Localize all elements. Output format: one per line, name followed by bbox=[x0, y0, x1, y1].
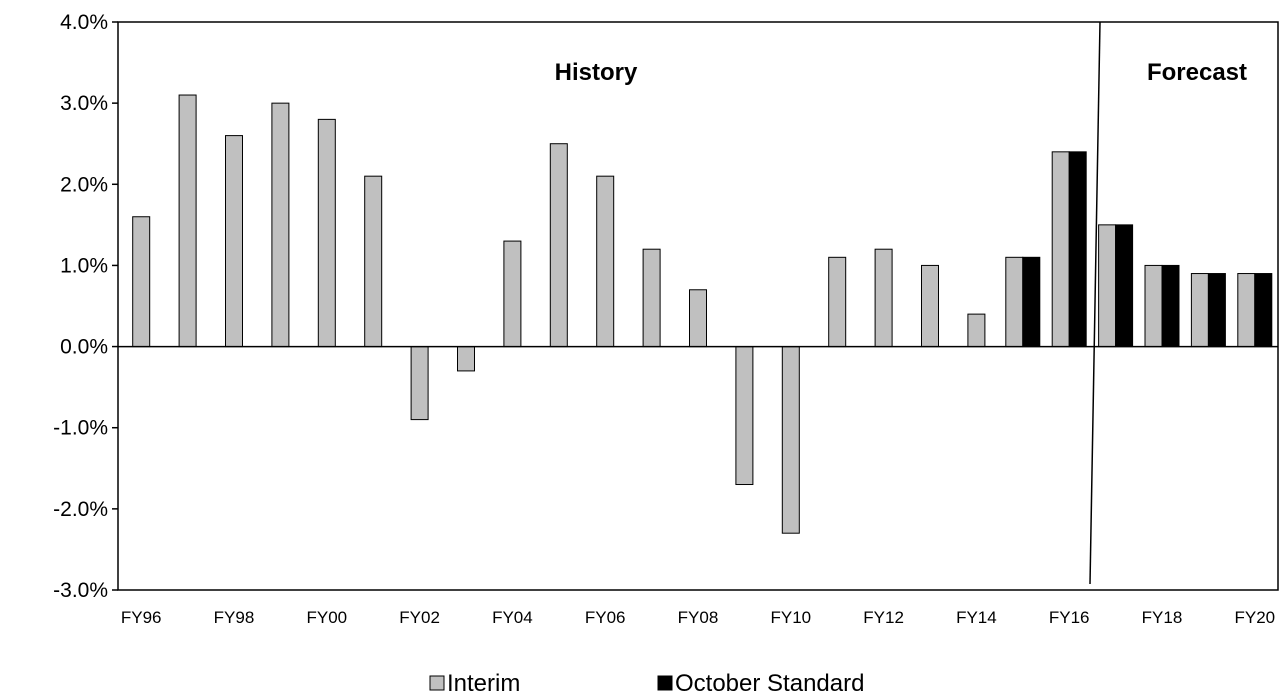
bar-interim-fy04 bbox=[503, 240, 522, 348]
bar-interim-fy10 bbox=[781, 346, 800, 534]
bar-interim-fy18 bbox=[1144, 264, 1163, 348]
bar-interim-fy02 bbox=[410, 346, 429, 421]
bar-october-standard-fy18 bbox=[1161, 264, 1180, 348]
bar-interim-fy96 bbox=[132, 216, 151, 348]
y-tick-label: 1.0% bbox=[60, 254, 108, 277]
bars-group bbox=[118, 94, 1278, 534]
history-forecast-divider bbox=[1089, 21, 1101, 585]
y-tick-label: -2.0% bbox=[53, 498, 108, 521]
x-tick-label: FY16 bbox=[1049, 608, 1090, 627]
bar-interim-fy12 bbox=[874, 248, 893, 348]
x-tick-label: FY12 bbox=[863, 608, 904, 627]
bar-interim-fy98 bbox=[225, 135, 243, 348]
bar-october-standard-fy16 bbox=[1068, 151, 1087, 348]
x-tick-label: FY10 bbox=[770, 608, 811, 627]
x-tick-label: FY96 bbox=[121, 608, 162, 627]
bar-interim-fy17 bbox=[1098, 224, 1117, 348]
y-tick-label: 4.0% bbox=[60, 11, 108, 34]
y-tick-label: 3.0% bbox=[60, 92, 108, 115]
bar-interim-fy05 bbox=[549, 143, 568, 348]
bar-interim-fy07 bbox=[642, 248, 661, 348]
bar-interim-fy06 bbox=[596, 175, 615, 348]
bar-interim-fy13 bbox=[921, 264, 939, 348]
bar-october-standard-fy15 bbox=[1022, 256, 1041, 348]
plot-area-border bbox=[117, 21, 1279, 591]
bar-october-standard-fy17 bbox=[1115, 224, 1134, 348]
x-tick-label: FY00 bbox=[306, 608, 347, 627]
legend-swatch-october-standard bbox=[657, 675, 673, 691]
legend-label-interim: Interim bbox=[447, 670, 520, 696]
bar-interim-fy01 bbox=[364, 175, 383, 348]
bar-interim-fy19 bbox=[1190, 273, 1209, 348]
y-axis: 4.0% 3.0% 2.0% 1.0% 0.0% -1.0% -2.0% -3.0% bbox=[53, 11, 118, 602]
bar-interim-fy97 bbox=[178, 94, 197, 348]
bar-interim-fy14 bbox=[967, 313, 986, 348]
bar-interim-fy00 bbox=[317, 118, 336, 348]
x-tick-label: FY02 bbox=[399, 608, 440, 627]
bar-october-standard-fy19 bbox=[1207, 273, 1226, 348]
legend: Interim October Standard bbox=[429, 670, 864, 696]
x-tick-label: FY04 bbox=[492, 608, 533, 627]
plot-frame bbox=[117, 21, 1279, 591]
bar-interim-fy03 bbox=[457, 346, 475, 372]
bar-interim-fy99 bbox=[271, 102, 290, 348]
history-annotation: History bbox=[555, 59, 638, 86]
legend-label-october-standard: October Standard bbox=[675, 670, 864, 696]
bar-interim-fy15 bbox=[1005, 256, 1024, 348]
y-tick-label: -3.0% bbox=[53, 579, 108, 602]
forecast-annotation: Forecast bbox=[1147, 59, 1247, 86]
bar-interim-fy11 bbox=[828, 256, 847, 348]
bar-interim-fy09 bbox=[735, 346, 754, 486]
bar-interim-fy20 bbox=[1237, 273, 1256, 348]
y-tick-label: 0.0% bbox=[60, 336, 108, 359]
x-tick-label: FY18 bbox=[1142, 608, 1183, 627]
x-tick-label: FY20 bbox=[1234, 608, 1275, 627]
y-tick-label: -1.0% bbox=[53, 417, 108, 440]
x-tick-label: FY98 bbox=[214, 608, 255, 627]
x-tick-label: FY14 bbox=[956, 608, 997, 627]
x-tick-label: FY08 bbox=[678, 608, 719, 627]
bar-october-standard-fy20 bbox=[1254, 273, 1273, 348]
x-tick-label: FY06 bbox=[585, 608, 626, 627]
x-axis: FY96 FY98 FY00 FY02 FY04 FY06 FY08 FY10 FY12 FY14… bbox=[121, 608, 1275, 627]
y-tick-label: 2.0% bbox=[60, 173, 108, 196]
bar-interim-fy08 bbox=[689, 289, 707, 348]
legend-swatch-interim bbox=[429, 675, 445, 691]
bar-interim-fy16 bbox=[1051, 151, 1070, 348]
